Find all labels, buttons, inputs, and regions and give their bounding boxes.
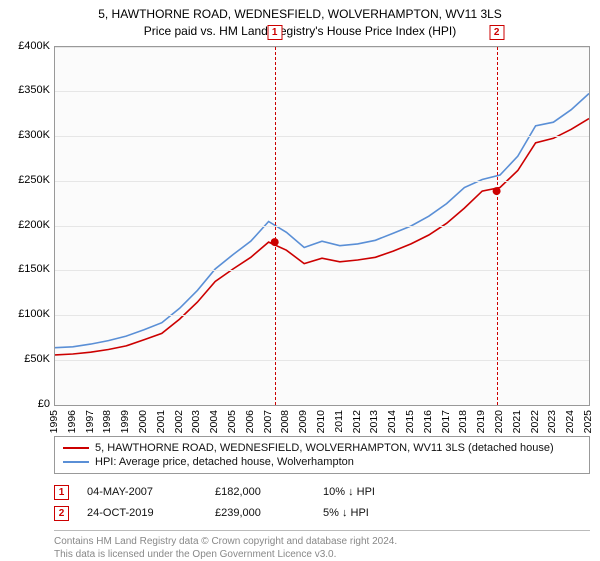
x-tick-label: 2016: [422, 410, 434, 433]
x-axis: 1995199619971998199920002001200220032004…: [54, 406, 590, 430]
sale-marker-line: [497, 47, 498, 405]
x-tick-label: 2022: [529, 410, 541, 433]
x-tick-label: 2015: [404, 410, 416, 433]
gridline: [55, 47, 589, 48]
legend-swatch: [63, 447, 89, 449]
legend: 5, HAWTHORNE ROAD, WEDNESFIELD, WOLVERHA…: [54, 436, 590, 474]
x-tick-label: 2017: [440, 410, 452, 433]
x-tick-label: 2013: [368, 410, 380, 433]
legend-label: 5, HAWTHORNE ROAD, WEDNESFIELD, WOLVERHA…: [95, 442, 554, 454]
y-tick-label: £400K: [18, 40, 50, 52]
chart-container: 5, HAWTHORNE ROAD, WEDNESFIELD, WOLVERHA…: [0, 0, 600, 560]
legend-swatch: [63, 461, 89, 463]
y-tick-label: £250K: [18, 174, 50, 186]
sale-marker-box: 1: [267, 25, 282, 40]
footer: Contains HM Land Registry data © Crown c…: [54, 530, 590, 561]
x-tick-label: 2025: [582, 410, 594, 433]
x-tick-label: 1997: [84, 410, 96, 433]
x-tick-label: 1996: [66, 410, 78, 433]
x-tick-label: 2000: [137, 410, 149, 433]
sale-row: 1 04-MAY-2007 £182,000 10% ↓ HPI: [54, 482, 590, 503]
y-tick-label: £100K: [18, 308, 50, 320]
x-tick-label: 2020: [493, 410, 505, 433]
title-line1: 5, HAWTHORNE ROAD, WEDNESFIELD, WOLVERHA…: [10, 6, 590, 23]
x-tick-label: 2001: [155, 410, 167, 433]
sale-price: £239,000: [215, 507, 305, 519]
sale-marker-line: [275, 47, 276, 405]
x-tick-label: 2005: [226, 410, 238, 433]
x-tick-label: 2019: [475, 410, 487, 433]
x-tick-label: 2002: [173, 410, 185, 433]
y-axis: £0£50K£100K£150K£200K£250K£300K£350K£400…: [10, 46, 54, 406]
sale-price: £182,000: [215, 486, 305, 498]
sale-date: 24-OCT-2019: [87, 507, 197, 519]
plot-area: 12: [54, 46, 590, 406]
series-hpi: [55, 93, 589, 347]
x-tick-label: 1999: [119, 410, 131, 433]
y-tick-label: £350K: [18, 84, 50, 96]
x-tick-label: 2006: [244, 410, 256, 433]
x-tick-label: 2007: [262, 410, 274, 433]
footer-line1: Contains HM Land Registry data © Crown c…: [54, 535, 590, 548]
x-tick-label: 2012: [351, 410, 363, 433]
gridline: [55, 360, 589, 361]
chart-area: £0£50K£100K£150K£200K£250K£300K£350K£400…: [10, 46, 590, 430]
gridline: [55, 226, 589, 227]
x-tick-label: 1998: [101, 410, 113, 433]
x-tick-label: 2014: [386, 410, 398, 433]
legend-item: 5, HAWTHORNE ROAD, WEDNESFIELD, WOLVERHA…: [63, 441, 581, 455]
series-property: [55, 118, 589, 354]
sale-diff: 10% ↓ HPI: [323, 486, 453, 498]
y-tick-label: £0: [38, 398, 50, 410]
x-tick-label: 2024: [564, 410, 576, 433]
sale-id-box: 1: [54, 485, 69, 500]
sales-table: 1 04-MAY-2007 £182,000 10% ↓ HPI 2 24-OCT-201…: [54, 482, 590, 524]
y-tick-label: £150K: [18, 263, 50, 275]
x-tick-label: 2021: [511, 410, 523, 433]
x-tick-label: 2003: [190, 410, 202, 433]
legend-item: HPI: Average price, detached house, Wolv…: [63, 455, 581, 469]
gridline: [55, 136, 589, 137]
gridline: [55, 91, 589, 92]
sale-id-box: 2: [54, 506, 69, 521]
sale-date: 04-MAY-2007: [87, 486, 197, 498]
gridline: [55, 181, 589, 182]
x-tick-label: 2010: [315, 410, 327, 433]
x-tick-label: 1995: [48, 410, 60, 433]
sale-diff: 5% ↓ HPI: [323, 507, 453, 519]
y-tick-label: £50K: [24, 353, 50, 365]
x-tick-label: 2018: [457, 410, 469, 433]
x-tick-label: 2023: [546, 410, 558, 433]
y-tick-label: £300K: [18, 129, 50, 141]
x-tick-label: 2009: [297, 410, 309, 433]
x-tick-label: 2008: [279, 410, 291, 433]
gridline: [55, 315, 589, 316]
legend-label: HPI: Average price, detached house, Wolv…: [95, 456, 354, 468]
x-tick-label: 2011: [333, 410, 345, 433]
y-tick-label: £200K: [18, 219, 50, 231]
gridline: [55, 270, 589, 271]
x-tick-label: 2004: [208, 410, 220, 433]
footer-line2: This data is licensed under the Open Gov…: [54, 548, 590, 561]
sale-row: 2 24-OCT-2019 £239,000 5% ↓ HPI: [54, 503, 590, 524]
sale-marker-box: 2: [489, 25, 504, 40]
